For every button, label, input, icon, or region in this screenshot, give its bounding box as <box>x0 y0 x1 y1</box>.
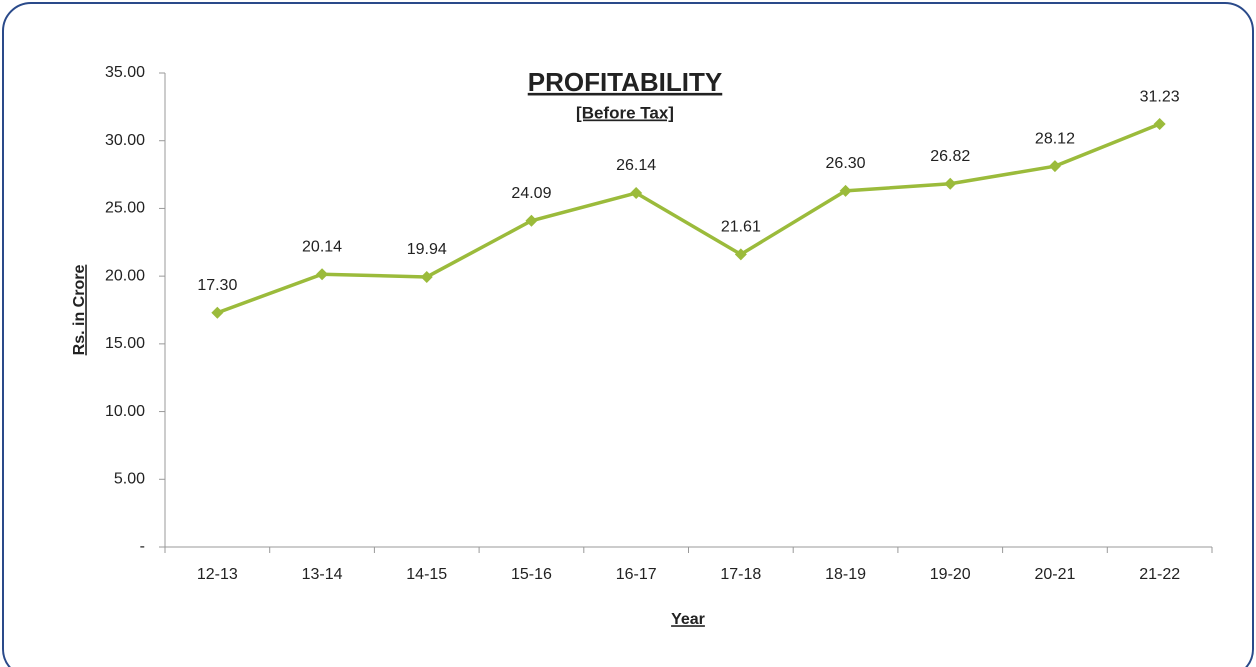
data-point <box>525 214 538 227</box>
data-label: 20.14 <box>302 238 342 255</box>
x-tick-label: 17-18 <box>720 566 761 583</box>
y-tick-label: 10.00 <box>105 403 145 420</box>
data-point <box>1153 118 1166 131</box>
x-tick-label: 18-19 <box>825 566 866 583</box>
data-label: 19.94 <box>407 241 447 258</box>
data-label: 31.23 <box>1140 88 1180 105</box>
data-label: 21.61 <box>721 219 761 236</box>
x-tick-label: 21-22 <box>1139 566 1180 583</box>
data-point <box>211 306 224 319</box>
data-point <box>630 186 643 199</box>
data-point <box>944 177 957 190</box>
x-tick-label: 15-16 <box>511 566 552 583</box>
y-tick-label: 20.00 <box>105 267 145 284</box>
data-point <box>839 184 852 197</box>
data-point <box>316 268 329 281</box>
data-point <box>1048 160 1061 173</box>
series-line <box>216 122 1161 315</box>
y-axis-label: Rs. in Crore <box>71 265 88 356</box>
y-tick-label: 25.00 <box>105 200 145 217</box>
data-label: 26.30 <box>826 155 866 172</box>
y-tick-label: - <box>140 538 145 555</box>
y-tick-label: 15.00 <box>105 335 145 352</box>
x-tick-label: 14-15 <box>406 566 447 583</box>
data-label: 24.09 <box>511 185 551 202</box>
data-label: 17.30 <box>197 277 237 294</box>
x-axis-label: Year <box>671 611 705 628</box>
y-tick-label: 30.00 <box>105 132 145 149</box>
x-tick-label: 19-20 <box>930 566 971 583</box>
x-tick-label: 13-14 <box>302 566 343 583</box>
data-label: 28.12 <box>1035 130 1075 147</box>
data-point <box>420 270 433 283</box>
x-tick-label: 16-17 <box>616 566 657 583</box>
data-point <box>734 248 747 261</box>
y-tick-label: 35.00 <box>105 64 145 81</box>
x-tick-label: 12-13 <box>197 566 238 583</box>
chart-subtitle: [Before Tax] <box>576 103 674 122</box>
x-tick-label: 20-21 <box>1034 566 1075 583</box>
chart-title: PROFITABILITY <box>528 67 723 97</box>
data-label: 26.14 <box>616 157 656 174</box>
y-tick-label: 5.00 <box>114 471 145 488</box>
data-label: 26.82 <box>930 148 970 165</box>
